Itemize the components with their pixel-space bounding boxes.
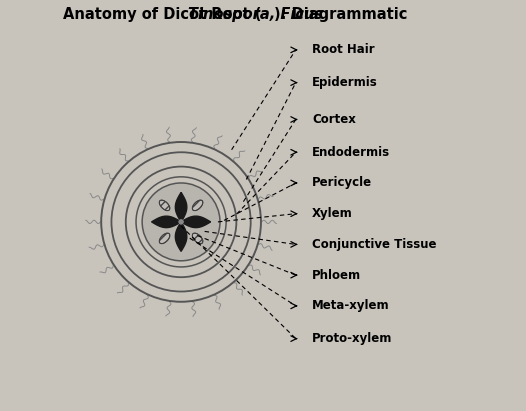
Text: Root Hair: Root Hair <box>312 43 375 56</box>
Circle shape <box>179 220 183 224</box>
Circle shape <box>142 183 220 261</box>
Text: Tinospora, Ficus: Tinospora, Ficus <box>188 7 323 22</box>
Text: Anatomy of Dicot Root (: Anatomy of Dicot Root ( <box>63 7 261 22</box>
Ellipse shape <box>193 233 203 244</box>
Text: Meta-xylem: Meta-xylem <box>312 299 390 312</box>
Text: Endodermis: Endodermis <box>312 146 390 159</box>
Text: Phloem: Phloem <box>312 269 361 282</box>
Text: Epidermis: Epidermis <box>312 76 378 89</box>
Ellipse shape <box>159 200 170 210</box>
Text: Cortex: Cortex <box>312 113 356 126</box>
Ellipse shape <box>159 233 170 244</box>
Ellipse shape <box>193 200 203 210</box>
Text: Conjunctive Tissue: Conjunctive Tissue <box>312 238 437 251</box>
Polygon shape <box>181 216 210 228</box>
Polygon shape <box>175 222 187 252</box>
Text: Xylem: Xylem <box>312 207 353 220</box>
Text: Pericycle: Pericycle <box>312 176 372 189</box>
Text: Proto-xylem: Proto-xylem <box>312 332 392 345</box>
Polygon shape <box>151 216 181 228</box>
Polygon shape <box>175 192 187 222</box>
Text: ): Diagrammatic: ): Diagrammatic <box>274 7 408 22</box>
